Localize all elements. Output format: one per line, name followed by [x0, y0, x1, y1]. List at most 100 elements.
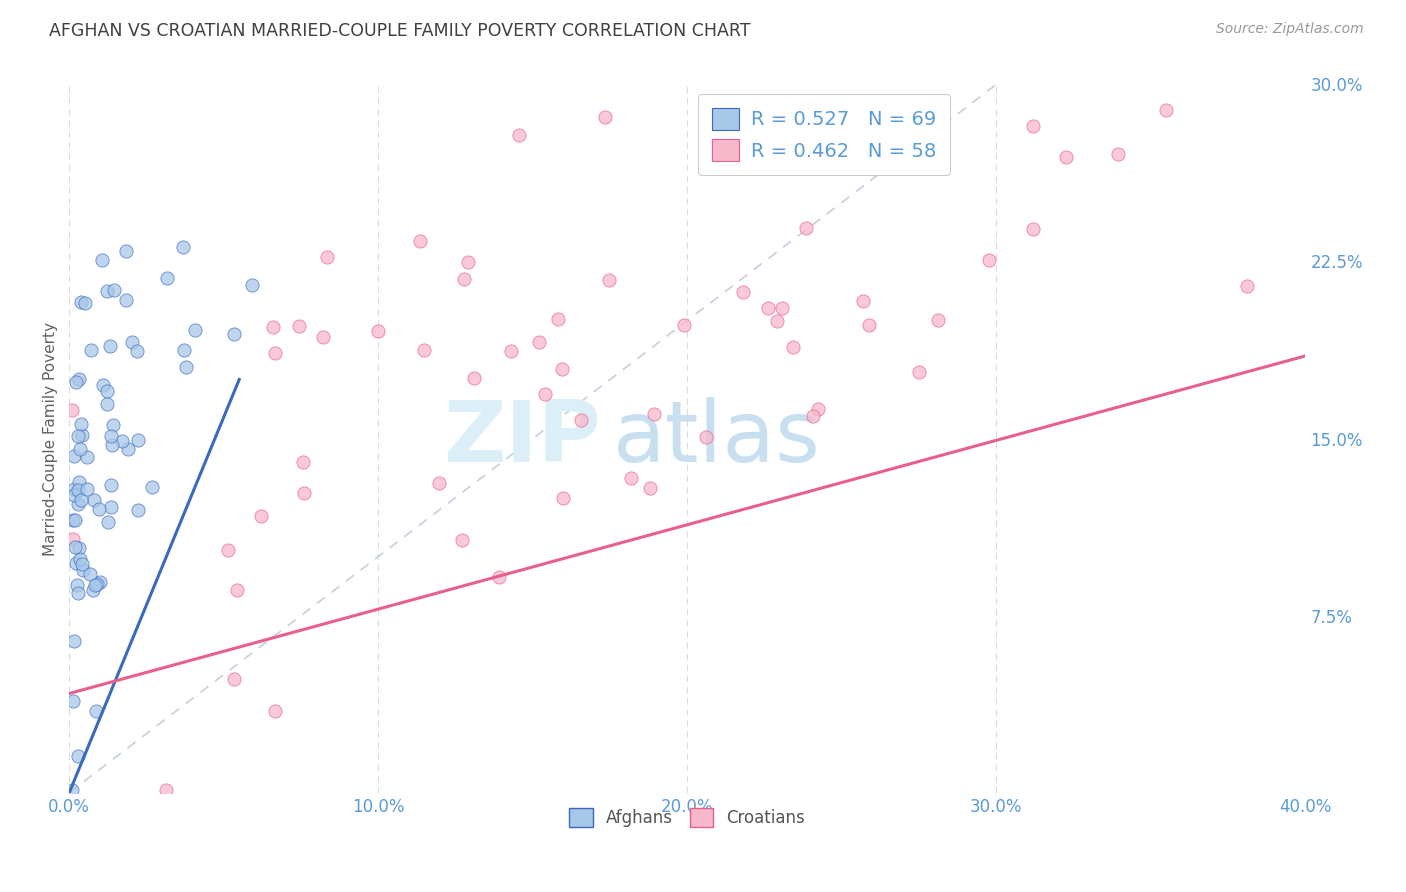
Point: [103, 283, 125, 297]
Y-axis label: Married-Couple Family Poverty: Married-Couple Family Poverty: [44, 321, 58, 556]
Point: [73, 296, 96, 310]
Point: [100, 478, 122, 492]
Point: [76, 482, 98, 496]
Point: [101, 417, 124, 432]
Point: [292, 486, 315, 500]
Point: [67, 541, 90, 555]
Point: [643, 407, 665, 421]
Point: [508, 128, 530, 143]
Point: [801, 409, 824, 424]
Point: [695, 430, 717, 444]
Point: [96, 397, 118, 411]
Legend: Afghans, Croatians: Afghans, Croatians: [562, 801, 811, 834]
Point: [141, 480, 163, 494]
Point: [70, 427, 93, 442]
Point: [91, 253, 114, 268]
Point: [60, 402, 83, 417]
Point: [80, 343, 103, 357]
Point: [534, 387, 557, 401]
Point: [63, 540, 86, 554]
Point: [125, 343, 148, 358]
Point: [977, 252, 1000, 267]
Point: [127, 503, 149, 517]
Point: [453, 271, 475, 285]
Point: [96, 284, 118, 298]
Point: [121, 335, 143, 350]
Point: [67, 372, 90, 386]
Point: [367, 325, 389, 339]
Point: [250, 508, 273, 523]
Point: [60, 783, 83, 797]
Point: [111, 434, 134, 449]
Point: [240, 278, 263, 293]
Point: [1236, 279, 1258, 293]
Point: [184, 323, 207, 337]
Point: [101, 438, 124, 452]
Point: [1021, 221, 1043, 235]
Point: [553, 491, 575, 505]
Point: [62, 513, 84, 527]
Point: [62, 694, 84, 708]
Point: [224, 672, 246, 686]
Point: [463, 371, 485, 385]
Point: [551, 362, 574, 376]
Point: [82, 583, 104, 598]
Point: [65, 556, 87, 570]
Text: AFGHAN VS CROATIAN MARRIED-COUPLE FAMILY POVERTY CORRELATION CHART: AFGHAN VS CROATIAN MARRIED-COUPLE FAMILY…: [49, 22, 751, 40]
Point: [547, 312, 569, 326]
Point: [70, 558, 93, 572]
Point: [155, 783, 177, 797]
Point: [174, 359, 197, 374]
Point: [76, 450, 98, 464]
Point: [593, 111, 616, 125]
Point: [62, 449, 84, 463]
Point: [172, 240, 194, 254]
Point: [451, 533, 474, 547]
Point: [224, 326, 246, 341]
Point: [262, 320, 284, 334]
Point: [766, 314, 789, 328]
Point: [66, 429, 89, 443]
Point: [97, 515, 120, 529]
Point: [84, 704, 107, 718]
Point: [63, 512, 86, 526]
Point: [96, 384, 118, 398]
Point: [908, 365, 931, 379]
Point: [264, 704, 287, 718]
Point: [173, 343, 195, 357]
Point: [87, 502, 110, 516]
Point: [65, 375, 87, 389]
Point: [427, 476, 450, 491]
Point: [529, 335, 551, 350]
Point: [756, 301, 779, 315]
Point: [312, 330, 335, 344]
Point: [499, 344, 522, 359]
Point: [67, 497, 90, 511]
Point: [1021, 119, 1043, 133]
Point: [83, 493, 105, 508]
Point: [217, 543, 239, 558]
Point: [63, 488, 86, 502]
Point: [117, 442, 139, 457]
Point: [620, 470, 643, 484]
Point: [72, 563, 94, 577]
Point: [98, 339, 121, 353]
Point: [155, 270, 177, 285]
Point: [316, 250, 339, 264]
Point: [63, 634, 86, 648]
Point: [770, 301, 793, 315]
Point: [67, 475, 90, 489]
Point: [794, 221, 817, 235]
Point: [638, 481, 661, 495]
Point: [733, 285, 755, 299]
Point: [100, 500, 122, 515]
Point: [100, 429, 122, 443]
Point: [927, 313, 949, 327]
Point: [89, 574, 111, 589]
Point: [672, 318, 695, 332]
Point: [66, 578, 89, 592]
Point: [62, 532, 84, 546]
Point: [70, 417, 93, 431]
Point: [858, 318, 880, 332]
Point: [70, 295, 93, 310]
